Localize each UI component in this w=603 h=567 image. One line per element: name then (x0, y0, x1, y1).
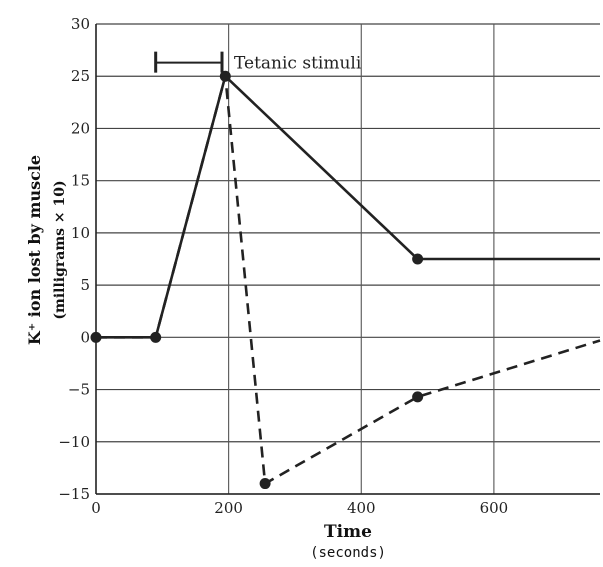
data-point-marker (259, 478, 271, 490)
dashed-series-line (96, 74, 601, 485)
annotation-text: Tetanic stimuli (234, 54, 362, 74)
y-tick-label: −5 (68, 381, 90, 399)
axes (95, 24, 600, 495)
series (90, 70, 601, 490)
y-tick-labels: 30 25 20 15 10 5 0 −5 −10 −15 (58, 15, 90, 503)
y-tick-label: 15 (71, 172, 90, 190)
y-axis-unit: (milligrams × 10) (52, 180, 68, 319)
y-tick-label: 5 (80, 276, 90, 294)
x-axis-unit: (seconds) (310, 545, 386, 561)
x-axis-label: Time (324, 522, 372, 542)
y-axis-label: K⁺ ion lost by muscle (25, 155, 44, 345)
tetanic-annotation: Tetanic stimuli (154, 51, 362, 74)
solid-series-line (96, 74, 600, 339)
x-tick-label: 600 (480, 499, 509, 517)
data-point-marker (412, 253, 424, 265)
y-tick-label: 0 (80, 328, 90, 346)
y-tick-label: 20 (71, 119, 90, 137)
y-tick-label: −10 (58, 433, 90, 451)
data-point-marker (412, 391, 424, 403)
x-tick-label: 200 (214, 499, 243, 517)
x-tick-label: 400 (347, 499, 376, 517)
y-tick-label: 30 (71, 15, 90, 33)
y-tick-label: 10 (71, 224, 90, 242)
y-tick-label: −15 (58, 485, 90, 503)
x-tick-labels: 0 200 400 600 (91, 499, 508, 517)
x-tick-label: 0 (91, 499, 101, 517)
y-tick-label: 25 (71, 67, 90, 85)
